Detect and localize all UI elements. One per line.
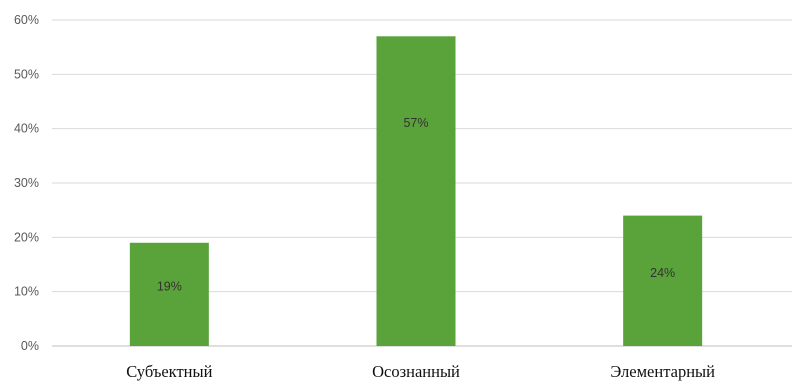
y-tick-label: 60%: [14, 13, 39, 27]
y-tick-label: 50%: [14, 67, 39, 81]
data-label: 19%: [157, 279, 182, 293]
category-labels: Субъектный Осознанный Элементарный: [126, 362, 715, 381]
bars: [129, 36, 703, 347]
category-label: Субъектный: [126, 362, 212, 381]
y-tick-label: 10%: [14, 285, 39, 299]
category-label: Осознанный: [372, 362, 460, 381]
bar: [129, 242, 209, 346]
category-label: Элементарный: [610, 362, 715, 381]
y-axis-tick-labels: 0% 10% 20% 30% 40% 50% 60%: [14, 13, 39, 353]
bar: [623, 215, 703, 346]
bar: [376, 36, 456, 347]
y-tick-label: 20%: [14, 230, 39, 244]
y-tick-label: 0%: [21, 339, 39, 353]
y-tick-label: 40%: [14, 122, 39, 136]
data-labels: 19% 57% 24%: [157, 116, 675, 293]
y-tick-label: 30%: [14, 176, 39, 190]
data-label: 24%: [650, 266, 675, 280]
data-label: 57%: [403, 116, 428, 130]
